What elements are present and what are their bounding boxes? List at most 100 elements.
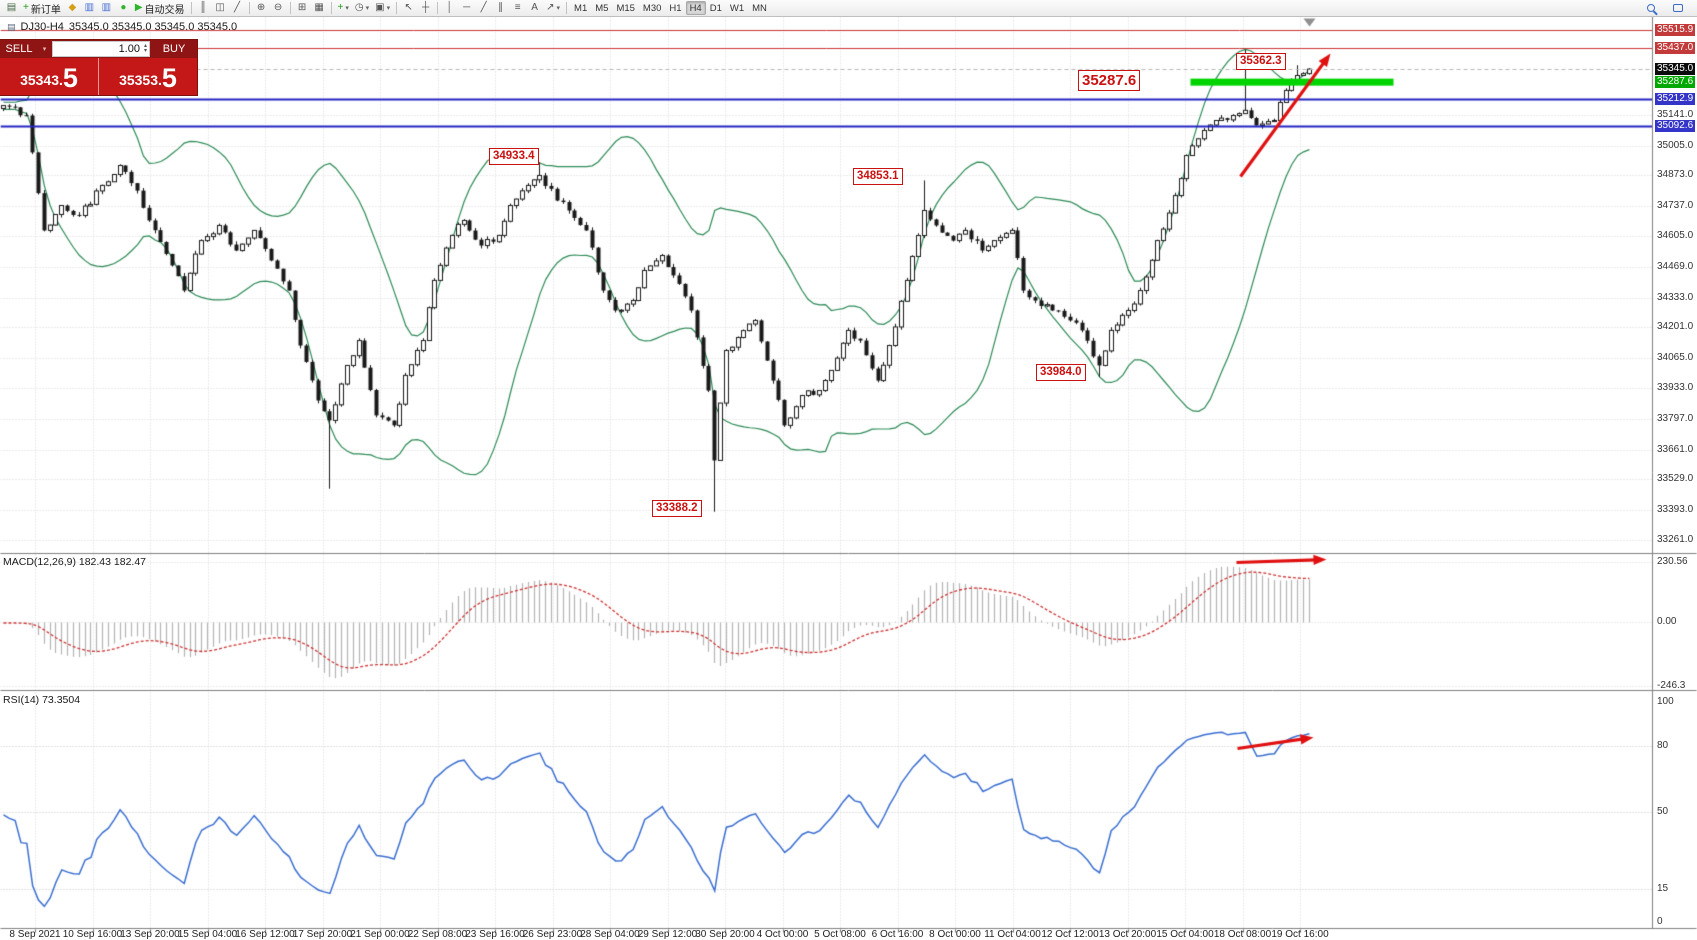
vertical-line-icon[interactable]: │ bbox=[441, 1, 458, 15]
volume-up-icon[interactable]: ▴ bbox=[143, 43, 147, 49]
timeframe-h4-button[interactable]: H4 bbox=[685, 1, 706, 15]
trade-panel-prices: 35343. 5 35353. 5 bbox=[0, 58, 197, 95]
price-axis-label: 34873.0 bbox=[1657, 169, 1694, 181]
price-axis-label: 33661.0 bbox=[1657, 443, 1694, 455]
time-axis-label: 26 Sep 23:00 bbox=[522, 929, 583, 940]
market-watch-window-icon[interactable]: ▥ bbox=[81, 1, 98, 15]
price-callout-label: 35287.6 bbox=[1078, 70, 1141, 91]
zoom-out-icon: ⊖ bbox=[273, 2, 283, 13]
toolbar-right-icons bbox=[1642, 1, 1686, 15]
arrange-windows-icon[interactable]: ▦ bbox=[311, 1, 328, 15]
templates-icon[interactable]: ▣ ▾ bbox=[372, 1, 393, 15]
price-axis-label: 35005.0 bbox=[1657, 139, 1694, 151]
one-click-trade-panel: SELL ▾ 1.00 ▴ ▾ BUY 35343. 5 35353. 5 bbox=[0, 40, 197, 95]
timeframe-h1-button[interactable]: H1 bbox=[669, 2, 682, 14]
timeframe-m15-button[interactable]: M15 bbox=[616, 2, 635, 14]
sell-button[interactable]: SELL bbox=[5, 43, 33, 55]
new-chart-icon[interactable]: ▤ bbox=[3, 1, 20, 15]
line-chart-type-icon: ╱ bbox=[234, 2, 241, 13]
channel-icon[interactable]: ∥ bbox=[492, 1, 509, 15]
sell-price-main: 35343. bbox=[20, 72, 63, 88]
arrows-tool-icon: ↗ bbox=[546, 2, 555, 13]
rsi-indicator-label: RSI(14) 73.3504 bbox=[3, 694, 81, 706]
timeframe-m5-button[interactable]: M5 bbox=[595, 2, 609, 14]
arrows-tool-icon[interactable]: ↗ ▾ bbox=[543, 1, 563, 15]
timeframe-m1-button[interactable]: M1 bbox=[574, 2, 588, 14]
dropdown-caret-icon[interactable]: ▾ bbox=[386, 5, 391, 12]
time-axis-label: 11 Oct 04:00 bbox=[984, 929, 1041, 940]
chat-icon[interactable] bbox=[1669, 1, 1686, 15]
trade-options-caret-icon[interactable]: ▾ bbox=[42, 46, 47, 53]
time-axis-label: 18 Oct 08:00 bbox=[1213, 929, 1272, 940]
timeframe-m30-button[interactable]: M30 bbox=[642, 2, 662, 14]
rsi-pane-divider[interactable] bbox=[0, 688, 1697, 692]
tile-windows-icon[interactable]: ⊞ bbox=[294, 1, 311, 15]
dropdown-caret-icon[interactable]: ▾ bbox=[345, 5, 349, 12]
cursor-icon[interactable]: ↖ bbox=[400, 1, 417, 15]
mql5-market-icon[interactable]: ◆ bbox=[64, 1, 81, 15]
dropdown-caret-icon[interactable]: ▾ bbox=[556, 5, 561, 12]
horizontal-line-icon[interactable]: ─ bbox=[458, 1, 475, 15]
bar-chart-type-icon[interactable]: ║ bbox=[195, 1, 212, 15]
search-icon[interactable] bbox=[1642, 1, 1659, 15]
time-axis-label: 28 Sep 04:00 bbox=[580, 929, 640, 940]
trendline-icon[interactable]: ╱ bbox=[475, 1, 492, 15]
terminal-window-icon: ▥ bbox=[101, 2, 112, 13]
buy-price-big: 5 bbox=[161, 63, 177, 93]
macd-axis-label: -246.3 bbox=[1657, 680, 1686, 691]
time-axis-label: 6 Oct 16:00 bbox=[871, 929, 924, 940]
toolbar-separator bbox=[437, 2, 439, 14]
toolbar-separator bbox=[289, 2, 291, 14]
fibonacci-icon[interactable]: ≡ bbox=[509, 1, 526, 15]
timeframe-mn-button[interactable]: MN bbox=[752, 2, 767, 14]
terminal-window-icon[interactable]: ▥ bbox=[98, 1, 115, 15]
time-axis-label: 13 Oct 20:00 bbox=[1098, 929, 1157, 940]
macd-pane-divider[interactable] bbox=[0, 551, 1697, 555]
crosshair-icon[interactable]: ┼ bbox=[417, 1, 434, 15]
buy-button[interactable]: BUY bbox=[162, 43, 186, 55]
trendline-icon: ╱ bbox=[480, 2, 487, 13]
buy-price-button[interactable]: 35353. 5 bbox=[99, 58, 197, 95]
macd-axis-label: 230.56 bbox=[1657, 556, 1688, 567]
price-callout-label: 33388.2 bbox=[652, 500, 702, 517]
toolbar-separator bbox=[248, 2, 250, 14]
channel-icon: ∥ bbox=[498, 2, 504, 13]
bar-chart-type-icon: ║ bbox=[199, 2, 207, 13]
sell-price-button[interactable]: 35343. 5 bbox=[0, 58, 99, 95]
dropdown-caret-icon[interactable]: ▾ bbox=[365, 5, 370, 12]
toolbar-separator bbox=[566, 2, 568, 14]
timeframe-d1-button[interactable]: D1 bbox=[709, 2, 722, 14]
buy-price-main: 35353. bbox=[119, 72, 162, 88]
time-axis-label: 8 Oct 00:00 bbox=[929, 929, 981, 940]
macd-axis-label: 0.00 bbox=[1657, 615, 1677, 627]
volume-stepper[interactable]: ▴ ▾ bbox=[143, 43, 147, 54]
chart-symbol-period: DJ30-H4 bbox=[20, 21, 64, 33]
tile-windows-icon: ⊞ bbox=[297, 2, 307, 13]
macd-indicator-label: MACD(12,26,9) 182.43 182.47 bbox=[3, 556, 147, 568]
price-callout-label: 34933.4 bbox=[489, 148, 539, 165]
horizontal-line-icon: ─ bbox=[463, 2, 471, 13]
auto-trading-button[interactable]: ▶ 自动交易 bbox=[132, 1, 188, 16]
time-axis-label: 15 Sep 04:00 bbox=[177, 929, 238, 940]
volume-input[interactable]: 1.00 ▴ ▾ bbox=[52, 41, 150, 57]
timeframe-w1-button[interactable]: W1 bbox=[729, 2, 745, 14]
price-callout-label: 33984.0 bbox=[1036, 364, 1086, 381]
time-axis-label: 23 Sep 16:00 bbox=[465, 929, 525, 940]
new-order-button[interactable]: + 新订单 bbox=[20, 1, 64, 16]
text-label-icon[interactable]: A bbox=[526, 1, 543, 15]
candlestick-chart-type-icon[interactable]: ◫ bbox=[212, 1, 229, 15]
periods-icon[interactable]: ◷ ▾ bbox=[352, 1, 372, 15]
time-axis-label: 5 Oct 08:00 bbox=[814, 929, 866, 940]
vertical-line-icon: │ bbox=[446, 2, 453, 13]
volume-down-icon[interactable]: ▾ bbox=[143, 48, 147, 54]
indicators-icon[interactable]: + ▾ bbox=[335, 1, 352, 15]
line-chart-type-icon[interactable]: ╱ bbox=[229, 1, 246, 15]
connection-status-icon[interactable]: ● bbox=[115, 1, 132, 15]
time-axis-label: 8 Sep 2021 bbox=[9, 929, 61, 940]
price-axis-label-blue: 35212.9 bbox=[1655, 92, 1696, 105]
zoom-in-icon[interactable]: ⊕ bbox=[253, 1, 270, 15]
zoom-out-icon[interactable]: ⊖ bbox=[270, 1, 287, 15]
chat-icon bbox=[1672, 4, 1683, 12]
